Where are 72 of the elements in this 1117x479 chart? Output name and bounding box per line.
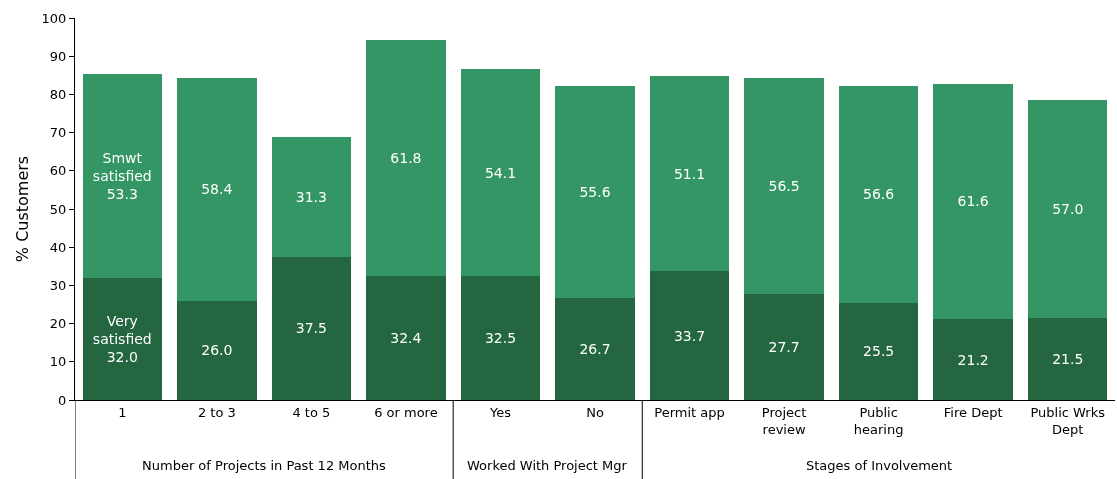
text: Number of Projects in Past 12 Months: [142, 458, 387, 473]
y-tick-label: 40: [49, 239, 67, 255]
bar: [933, 319, 1013, 400]
bar: [177, 300, 257, 400]
series-label: Smwt satisfied: [92, 149, 152, 184]
data-label: 53.3: [106, 186, 138, 203]
x-tick-label: Project review: [761, 404, 807, 437]
data-label: 61.6: [957, 193, 989, 210]
bar: [649, 76, 730, 272]
y-tick-label: 70: [49, 125, 67, 141]
bar: [82, 74, 162, 278]
bar: [460, 275, 541, 400]
y-tick-label: 50: [49, 201, 67, 217]
bar: [838, 86, 919, 303]
bar: [555, 298, 635, 400]
text: Stages of Involvement: [806, 458, 953, 473]
y-tick-label: 20: [49, 316, 67, 332]
bar: [366, 276, 446, 400]
y-tick-label: 100: [41, 10, 67, 26]
data-label: 56.6: [863, 186, 895, 203]
bar: [838, 302, 919, 400]
data-label: 27.7: [768, 339, 800, 356]
data-label: 31.3: [295, 188, 327, 205]
x-tick-label: Yes: [488, 404, 512, 420]
data-label: 33.7: [673, 327, 706, 344]
bar: [744, 78, 824, 295]
bar: [271, 137, 352, 257]
text: Worked With Project Mgr: [467, 458, 628, 473]
data-label: 37.5: [295, 320, 327, 337]
y-axis-title: % Customers: [13, 155, 33, 263]
data-label: 51.1: [673, 165, 706, 182]
x-tick-label: Public Wrks Dept: [1030, 404, 1106, 437]
data-label: 21.5: [1052, 350, 1084, 367]
bar: [82, 277, 162, 400]
data-label: 32.4: [390, 330, 422, 347]
y-tick-label: 10: [49, 354, 67, 370]
x-tick-label: 6 or more: [374, 404, 438, 420]
y-tick-label: 80: [49, 86, 67, 102]
x-tick-label: 2 to 3: [197, 404, 236, 420]
y-tick-label: 30: [49, 277, 67, 293]
bar: [555, 85, 635, 299]
bar: [177, 77, 257, 301]
bar: [1028, 100, 1108, 318]
x-tick-label: Public hearing: [853, 404, 904, 437]
x-tick-label: 4 to 5: [292, 404, 331, 420]
data-label: 58.4: [201, 181, 233, 198]
data-label: 32.0: [106, 349, 138, 366]
data-label: 26.0: [201, 342, 233, 359]
data-label: 32.5: [484, 329, 517, 346]
data-label: 56.5: [768, 178, 800, 195]
bar: [744, 294, 824, 400]
data-label: 55.6: [579, 183, 611, 200]
bar: [933, 83, 1013, 320]
bar: [366, 40, 446, 277]
x-tick-label: 1: [118, 404, 127, 420]
x-tick-label: No: [586, 404, 604, 420]
data-label: 26.7: [579, 341, 611, 358]
bar: [460, 69, 541, 276]
y-tick-label: 90: [49, 48, 67, 64]
data-label: 54.1: [484, 164, 517, 181]
x-tick-label: Permit app: [654, 404, 725, 420]
data-label: 25.5: [863, 343, 895, 360]
bar: [271, 256, 352, 400]
bar: [649, 271, 730, 400]
y-tick-label: 60: [49, 163, 67, 179]
x-tick-label: Fire Dept: [943, 404, 1003, 420]
data-label: 57.0: [1052, 201, 1084, 217]
bar: [1028, 317, 1108, 400]
series-label: Very satisfied: [92, 312, 152, 347]
data-label: 61.8: [390, 150, 422, 167]
y-tick-label: 0: [58, 392, 67, 408]
data-label: 21.2: [957, 351, 989, 368]
